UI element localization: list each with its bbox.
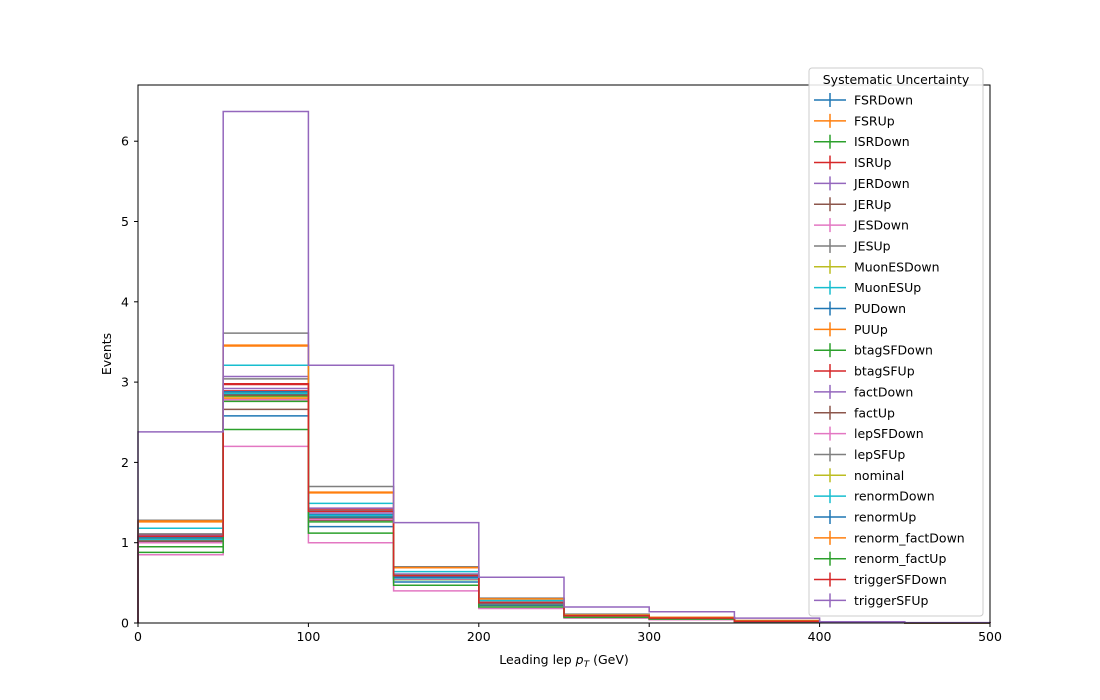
legend-entry-ISRDown: ISRDown — [814, 134, 910, 149]
legend-label: PUDown — [854, 301, 906, 316]
legend-entry-PUDown: PUDown — [814, 301, 906, 316]
x-axis-ticks: 0 100 200 300 400 500 — [134, 623, 1002, 644]
legend-entry-lepSFDown: lepSFDown — [814, 426, 924, 441]
legend-entry-btagSFUp: btagSFUp — [814, 364, 915, 379]
legend-label: MuonESDown — [854, 259, 940, 274]
legend-label: renormUp — [854, 510, 916, 525]
plot-area: 0 100 200 300 400 500 0 1 2 3 4 5 6 — [121, 84, 1002, 644]
x-axis-label: Leading lep pT (GeV) — [499, 652, 629, 670]
legend-entry-MuonESDown: MuonESDown — [814, 259, 940, 274]
legend-label: FSRDown — [854, 93, 913, 108]
legend-entry-triggerSFDown: triggerSFDown — [814, 572, 947, 587]
legend-entry-nominal: nominal — [814, 468, 904, 483]
legend-label: lepSFUp — [854, 447, 905, 462]
axes-frame — [137, 84, 991, 624]
legend-label: PUUp — [854, 322, 888, 337]
legend-entry-factDown: factDown — [814, 384, 913, 399]
y-tick-label: 1 — [121, 535, 129, 550]
legend-label: nominal — [854, 468, 904, 483]
x-tick-label: 0 — [134, 629, 142, 644]
y-tick-label: 3 — [121, 375, 129, 390]
legend-label: factDown — [854, 384, 913, 399]
legend-title: Systematic Uncertainty — [823, 72, 970, 87]
legend-entry-JESUp: JESUp — [814, 238, 891, 253]
x-tick-label: 500 — [978, 629, 1002, 644]
legend-label: renorm_factDown — [854, 530, 965, 545]
legend-entry-factUp: factUp — [814, 405, 895, 420]
y-axis-ticks: 0 1 2 3 4 5 6 — [121, 134, 138, 631]
x-tick-label: 100 — [296, 629, 320, 644]
legend-frame — [808, 67, 984, 617]
y-tick-label: 2 — [121, 455, 129, 470]
x-tick-label: 200 — [467, 629, 491, 644]
legend-entry-renorm_factDown: renorm_factDown — [814, 530, 965, 545]
legend-label: JERUp — [853, 197, 891, 212]
legend-entry-JESDown: JESDown — [814, 218, 909, 233]
y-axis-label: Events — [99, 333, 114, 375]
x-tick-label: 300 — [637, 629, 661, 644]
legend-label: factUp — [854, 405, 895, 420]
legend-entry-JERDown: JERDown — [814, 176, 910, 191]
legend-entry-renorm_factUp: renorm_factUp — [814, 551, 946, 566]
y-tick-label: 0 — [121, 616, 129, 631]
y-tick-label: 4 — [121, 294, 129, 309]
legend-label: ISRDown — [854, 134, 910, 149]
legend-label: renormDown — [854, 489, 935, 504]
series-line-triggerSFUp — [137, 110, 991, 624]
legend-label: lepSFDown — [854, 426, 924, 441]
legend-entry-JERUp: JERUp — [814, 197, 891, 212]
legend-label: JESUp — [853, 238, 891, 253]
legend-label: renorm_factUp — [854, 551, 946, 566]
legend-label: btagSFDown — [854, 343, 933, 358]
legend-label: JERDown — [853, 176, 910, 191]
legend-label: triggerSFUp — [854, 593, 928, 608]
legend-label: JESDown — [853, 218, 909, 233]
y-tick-label: 6 — [121, 134, 129, 149]
legend-label: MuonESUp — [854, 280, 921, 295]
legend-entry-MuonESUp: MuonESUp — [814, 280, 921, 295]
x-tick-label: 400 — [808, 629, 832, 644]
legend-entry-btagSFDown: btagSFDown — [814, 343, 933, 358]
legend-label: btagSFUp — [854, 364, 915, 379]
legend-label: ISRUp — [854, 155, 891, 170]
legend-entry-FSRUp: FSRUp — [814, 113, 895, 128]
legend-label: FSRUp — [854, 113, 895, 128]
legend-entry-lepSFUp: lepSFUp — [814, 447, 905, 462]
legend-entry-FSRDown: FSRDown — [814, 93, 913, 108]
legend-entry-renormDown: renormDown — [814, 489, 935, 504]
y-tick-label: 5 — [121, 214, 129, 229]
legend-label: triggerSFDown — [854, 572, 947, 587]
legend-entries: FSRDown FSRUp ISRDown ISRUp JERDown JERUp JESD… — [814, 93, 965, 608]
legend-entry-renormUp: renormUp — [814, 510, 916, 525]
legend-entry-triggerSFUp: triggerSFUp — [814, 593, 928, 608]
legend-entry-ISRUp: ISRUp — [814, 155, 891, 170]
legend-entry-PUUp: PUUp — [814, 322, 888, 337]
legend: Systematic Uncertainty FSRDown FSRUp ISRDo… — [808, 67, 984, 617]
